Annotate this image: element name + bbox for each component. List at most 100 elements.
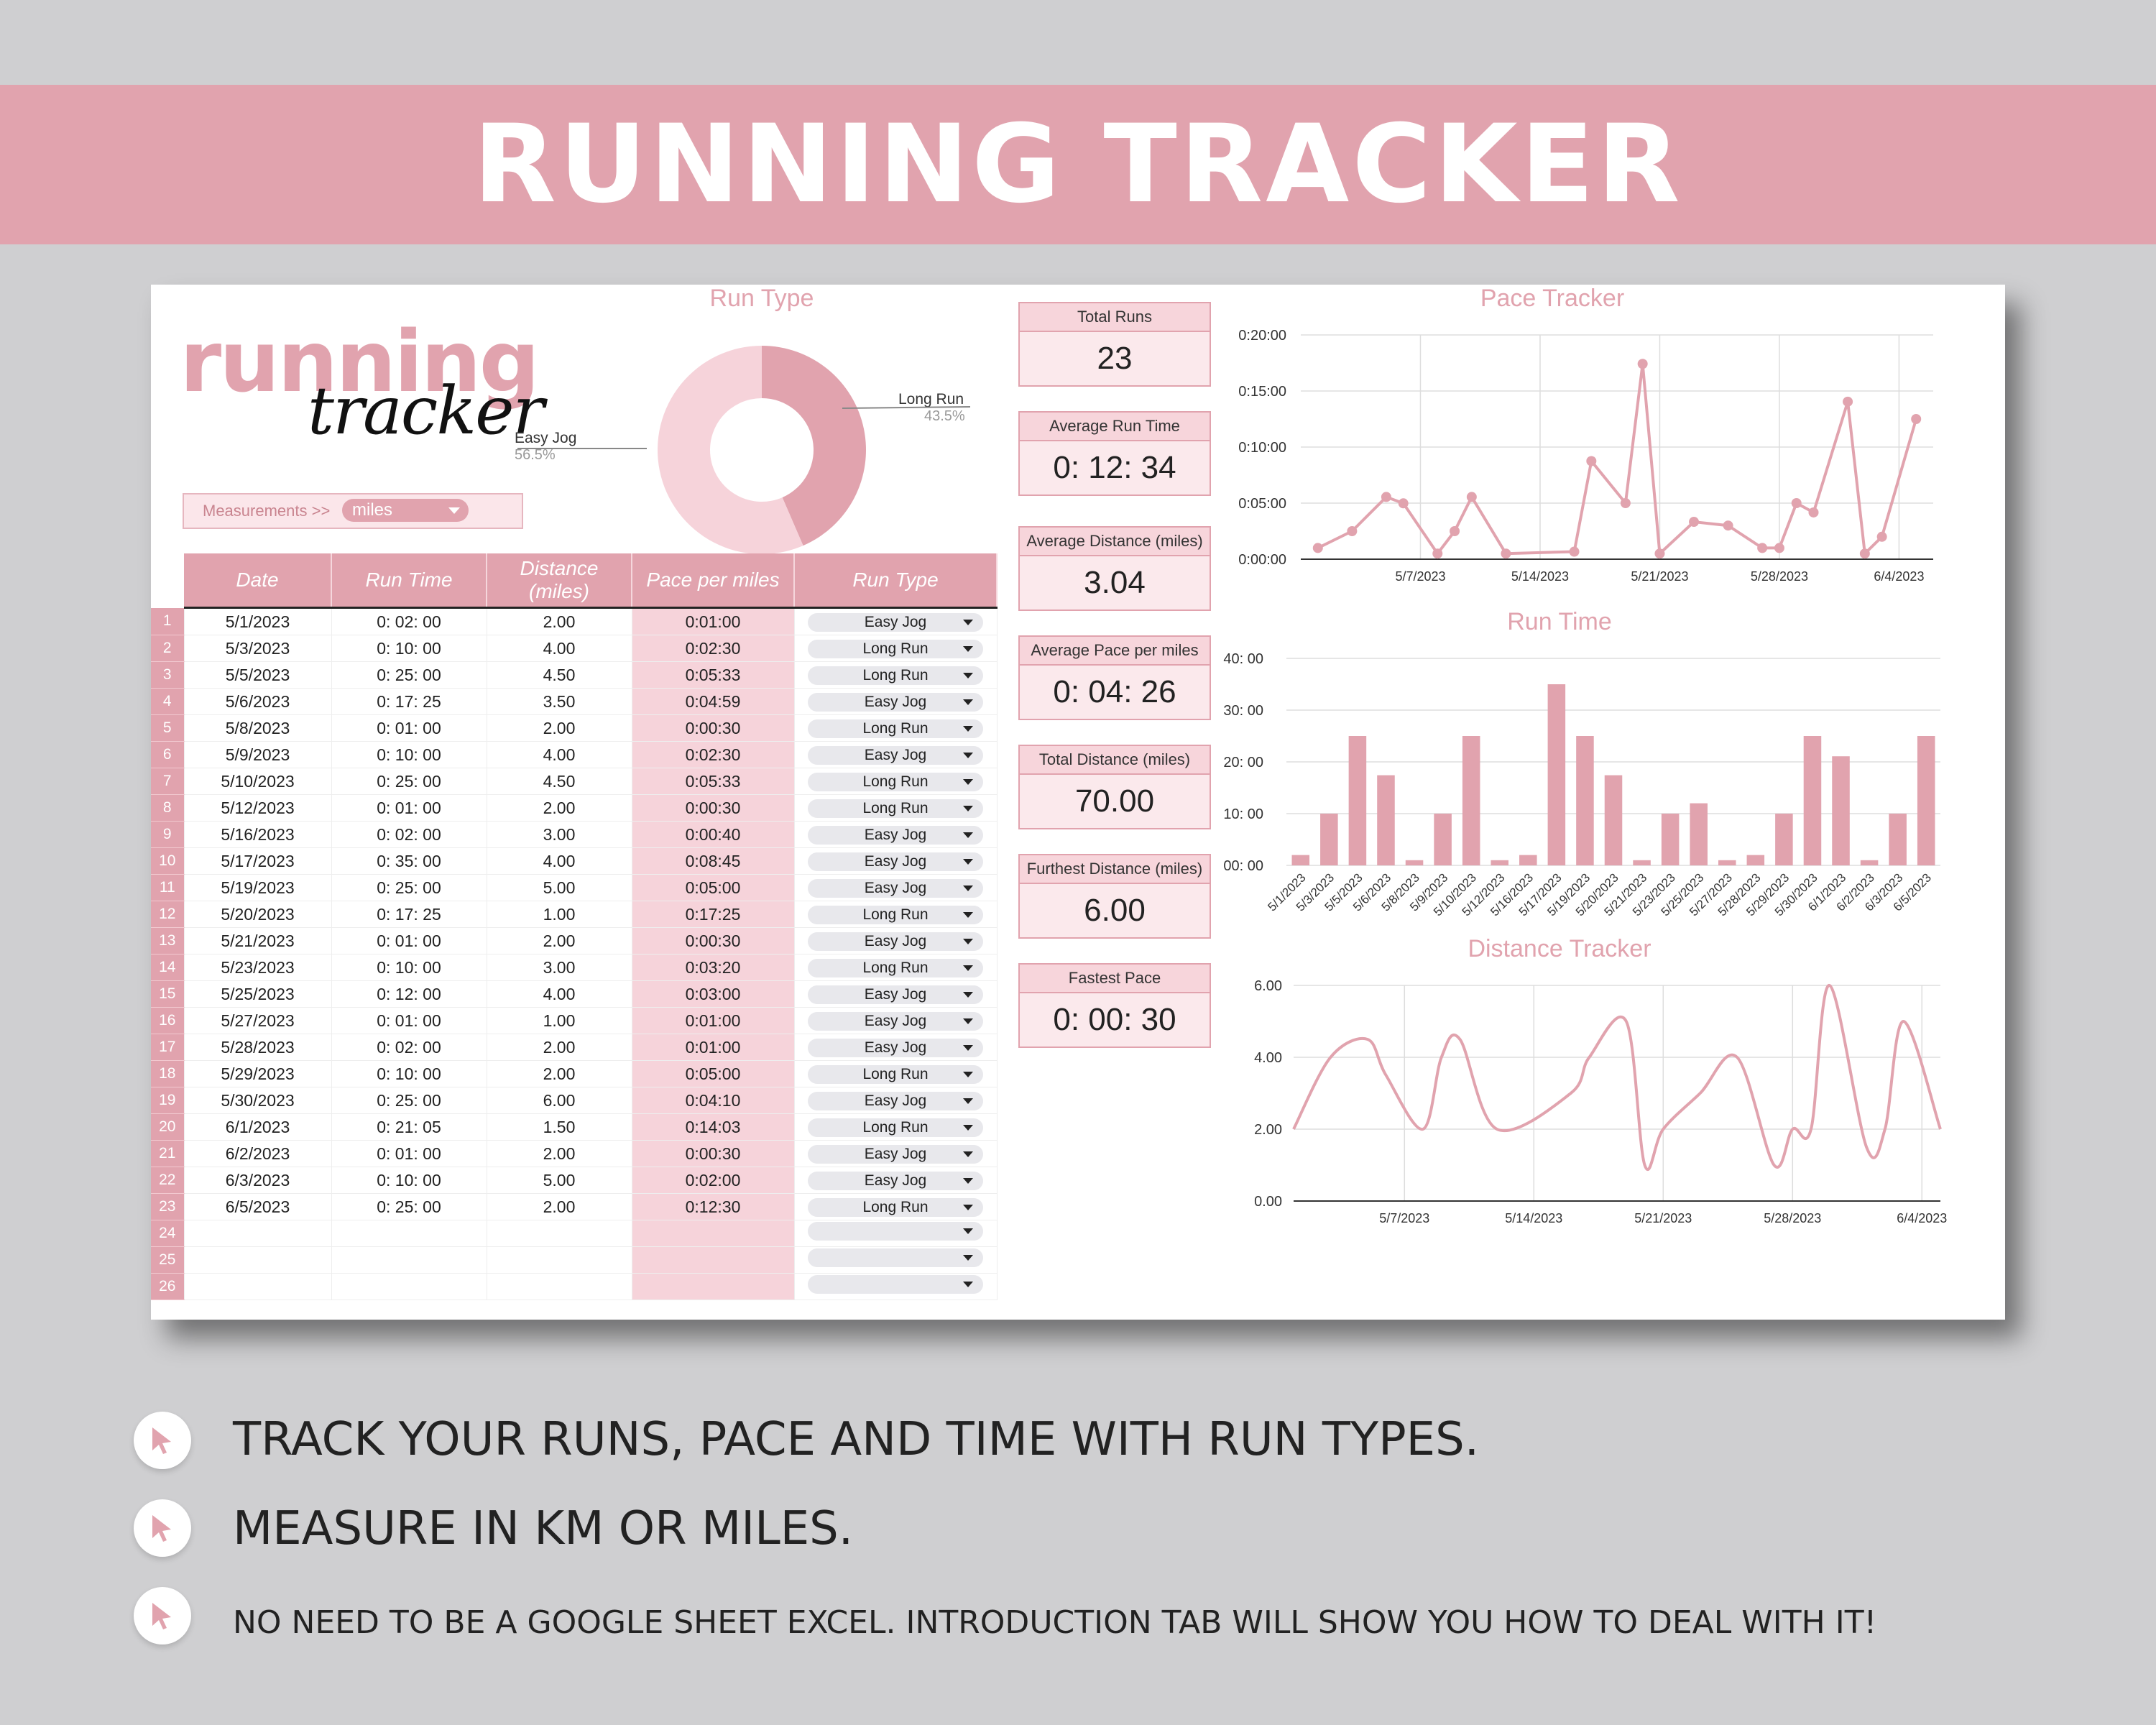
distance-cell[interactable]: 2.00	[487, 794, 632, 822]
date-cell[interactable]	[184, 1273, 332, 1300]
run-type-dropdown[interactable]: Long Run	[808, 666, 983, 685]
run-time-cell[interactable]: 0: 25: 00	[331, 1193, 487, 1220]
date-cell[interactable]: 5/9/2023	[184, 741, 332, 768]
date-cell[interactable]: 6/5/2023	[184, 1193, 332, 1220]
run-time-cell[interactable]: 0: 02: 00	[331, 1034, 487, 1061]
date-cell[interactable]: 5/30/2023	[184, 1087, 332, 1114]
date-cell[interactable]: 5/8/2023	[184, 714, 332, 742]
date-cell[interactable]: 6/1/2023	[184, 1113, 332, 1141]
date-cell[interactable]: 5/12/2023	[184, 794, 332, 822]
distance-cell[interactable]: 5.00	[487, 874, 632, 901]
run-time-cell[interactable]: 0: 25: 00	[331, 1087, 487, 1114]
run-time-cell[interactable]: 0: 17: 25	[331, 901, 487, 928]
run-type-dropdown[interactable]: Easy Jog	[808, 826, 983, 845]
date-cell[interactable]: 5/5/2023	[184, 661, 332, 689]
run-type-dropdown[interactable]: Easy Jog	[808, 1092, 983, 1110]
run-time-cell[interactable]: 0: 10: 00	[331, 741, 487, 768]
distance-cell[interactable]: 6.00	[487, 1087, 632, 1114]
run-time-cell[interactable]: 0: 01: 00	[331, 1007, 487, 1034]
run-type-dropdown[interactable]: Easy Jog	[808, 932, 983, 951]
distance-cell[interactable]: 1.50	[487, 1113, 632, 1141]
run-time-cell[interactable]: 0: 10: 00	[331, 1167, 487, 1194]
run-type-dropdown[interactable]: Long Run	[808, 640, 983, 658]
run-time-cell[interactable]: 0: 10: 00	[331, 635, 487, 662]
run-type-dropdown[interactable]: Long Run	[808, 1198, 983, 1217]
run-type-dropdown[interactable]: Easy Jog	[808, 879, 983, 898]
run-type-dropdown[interactable]	[808, 1222, 983, 1241]
run-type-dropdown[interactable]	[808, 1275, 983, 1294]
date-cell[interactable]: 5/20/2023	[184, 901, 332, 928]
date-cell[interactable]: 5/1/2023	[184, 607, 332, 635]
run-time-cell[interactable]: 0: 02: 00	[331, 607, 487, 635]
distance-cell[interactable]: 3.50	[487, 688, 632, 715]
run-time-cell[interactable]: 0: 12: 00	[331, 980, 487, 1008]
measurements-select[interactable]: miles	[342, 499, 469, 522]
distance-cell[interactable]: 2.00	[487, 1060, 632, 1087]
run-type-dropdown[interactable]: Easy Jog	[808, 985, 983, 1004]
run-time-cell[interactable]: 0: 10: 00	[331, 954, 487, 981]
run-type-dropdown[interactable]: Long Run	[808, 1065, 983, 1084]
date-cell[interactable]	[184, 1246, 332, 1274]
run-type-dropdown[interactable]: Long Run	[808, 959, 983, 978]
distance-cell[interactable]	[487, 1220, 632, 1247]
run-time-cell[interactable]	[331, 1220, 487, 1247]
run-type-dropdown[interactable]: Easy Jog	[808, 1039, 983, 1057]
run-type-dropdown[interactable]: Easy Jog	[808, 1172, 983, 1190]
run-time-cell[interactable]: 0: 10: 00	[331, 1060, 487, 1087]
date-cell[interactable]: 5/25/2023	[184, 980, 332, 1008]
run-time-cell[interactable]: 0: 25: 00	[331, 874, 487, 901]
run-time-cell[interactable]: 0: 01: 00	[331, 1140, 487, 1167]
run-type-dropdown[interactable]: Long Run	[808, 906, 983, 924]
distance-cell[interactable]: 2.00	[487, 1140, 632, 1167]
distance-cell[interactable]	[487, 1246, 632, 1274]
run-type-dropdown[interactable]: Easy Jog	[808, 693, 983, 712]
date-cell[interactable]: 5/17/2023	[184, 847, 332, 875]
distance-cell[interactable]: 1.00	[487, 1007, 632, 1034]
run-time-cell[interactable]: 0: 21: 05	[331, 1113, 487, 1141]
date-cell[interactable]: 5/21/2023	[184, 927, 332, 954]
distance-cell[interactable]: 4.00	[487, 635, 632, 662]
run-time-cell[interactable]: 0: 01: 00	[331, 794, 487, 822]
date-cell[interactable]: 5/16/2023	[184, 821, 332, 848]
distance-cell[interactable]: 4.50	[487, 661, 632, 689]
run-type-dropdown[interactable]: Easy Jog	[808, 613, 983, 632]
run-type-dropdown[interactable]: Easy Jog	[808, 1145, 983, 1164]
run-type-dropdown[interactable]: Easy Jog	[808, 746, 983, 765]
date-cell[interactable]: 5/10/2023	[184, 768, 332, 795]
date-cell[interactable]: 5/28/2023	[184, 1034, 332, 1061]
run-time-cell[interactable]	[331, 1246, 487, 1274]
run-type-dropdown[interactable]: Easy Jog	[808, 852, 983, 871]
distance-cell[interactable]: 2.00	[487, 1193, 632, 1220]
distance-cell[interactable]: 2.00	[487, 714, 632, 742]
distance-cell[interactable]: 4.00	[487, 847, 632, 875]
run-time-cell[interactable]: 0: 25: 00	[331, 661, 487, 689]
run-time-cell[interactable]: 0: 01: 00	[331, 927, 487, 954]
run-time-cell[interactable]: 0: 02: 00	[331, 821, 487, 848]
run-type-dropdown[interactable]: Easy Jog	[808, 1012, 983, 1031]
run-type-dropdown[interactable]	[808, 1248, 983, 1267]
run-time-cell[interactable]: 0: 25: 00	[331, 768, 487, 795]
date-cell[interactable]: 6/2/2023	[184, 1140, 332, 1167]
date-cell[interactable]: 5/27/2023	[184, 1007, 332, 1034]
date-cell[interactable]: 5/3/2023	[184, 635, 332, 662]
run-time-cell[interactable]: 0: 35: 00	[331, 847, 487, 875]
distance-cell[interactable]: 4.00	[487, 980, 632, 1008]
distance-cell[interactable]: 1.00	[487, 901, 632, 928]
distance-cell[interactable]: 5.00	[487, 1167, 632, 1194]
date-cell[interactable]: 5/6/2023	[184, 688, 332, 715]
date-cell[interactable]: 5/19/2023	[184, 874, 332, 901]
distance-cell[interactable]: 3.00	[487, 954, 632, 981]
date-cell[interactable]: 5/23/2023	[184, 954, 332, 981]
distance-cell[interactable]: 2.00	[487, 927, 632, 954]
distance-cell[interactable]: 4.50	[487, 768, 632, 795]
distance-cell[interactable]: 4.00	[487, 741, 632, 768]
date-cell[interactable]	[184, 1220, 332, 1247]
run-time-cell[interactable]: 0: 17: 25	[331, 688, 487, 715]
run-time-cell[interactable]	[331, 1273, 487, 1300]
run-type-dropdown[interactable]: Long Run	[808, 1118, 983, 1137]
run-type-dropdown[interactable]: Long Run	[808, 799, 983, 818]
distance-cell[interactable]	[487, 1273, 632, 1300]
run-type-dropdown[interactable]: Long Run	[808, 719, 983, 738]
run-type-dropdown[interactable]: Long Run	[808, 773, 983, 791]
date-cell[interactable]: 5/29/2023	[184, 1060, 332, 1087]
